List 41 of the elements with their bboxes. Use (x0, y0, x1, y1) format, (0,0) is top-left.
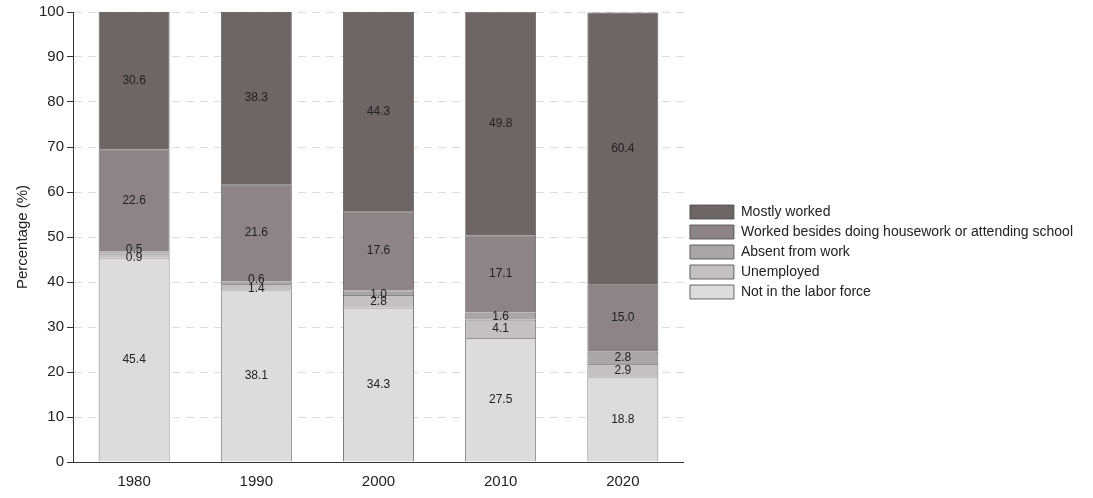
y-tick-label: 0 (55, 452, 65, 470)
y-tick-label: 30 (47, 317, 65, 335)
data-label: 2.9 (614, 363, 632, 378)
data-label: 22.6 (122, 192, 147, 207)
data-label: 21.6 (244, 225, 269, 240)
data-label: 15.0 (611, 310, 635, 325)
legend-label: Worked besides doing housework or attending school (740, 222, 1074, 239)
y-tick-label: 80 (47, 92, 65, 110)
y-tick-label: 70 (47, 137, 65, 155)
legend-label: Unemployed (740, 262, 820, 279)
data-label: 38.1 (244, 368, 269, 383)
legend-label: Absent from work (740, 242, 851, 259)
y-tick-label: 10 (47, 407, 65, 425)
data-label: 30.6 (122, 73, 147, 88)
data-label: 60.4 (611, 140, 635, 155)
data-label: 44.3 (366, 103, 391, 118)
data-label: 1.6 (492, 308, 510, 323)
y-tick-label: 50 (47, 227, 65, 245)
data-label: 4.1 (492, 321, 510, 336)
legend-label: Not in the labor force (740, 282, 872, 299)
y-tick-label: 60 (47, 182, 65, 200)
data-label: 2.8 (614, 350, 632, 365)
data-label: 45.4 (122, 351, 147, 366)
data-label: 49.8 (488, 115, 513, 130)
x-tick-label: 1980 (117, 472, 151, 490)
data-label: 34.3 (366, 376, 391, 391)
data-label: 17.1 (488, 266, 513, 281)
x-tick-label: 2000 (361, 472, 396, 490)
data-label: 27.5 (488, 392, 513, 407)
x-tick-label: 1990 (239, 472, 273, 490)
data-label: 18.8 (611, 411, 635, 426)
y-axis-title: Percentage (%) (13, 184, 31, 290)
data-label: 38.3 (244, 90, 269, 105)
x-tick-label: 2010 (483, 472, 518, 490)
y-tick-label: 20 (47, 362, 65, 380)
y-tick-label: 90 (47, 47, 65, 65)
legend-label: Mostly worked (740, 202, 831, 219)
x-tick-label: 2020 (606, 472, 640, 490)
data-label: 17.6 (366, 243, 391, 258)
y-tick-label: 100 (39, 2, 65, 20)
y-tick-label: 40 (47, 272, 65, 290)
